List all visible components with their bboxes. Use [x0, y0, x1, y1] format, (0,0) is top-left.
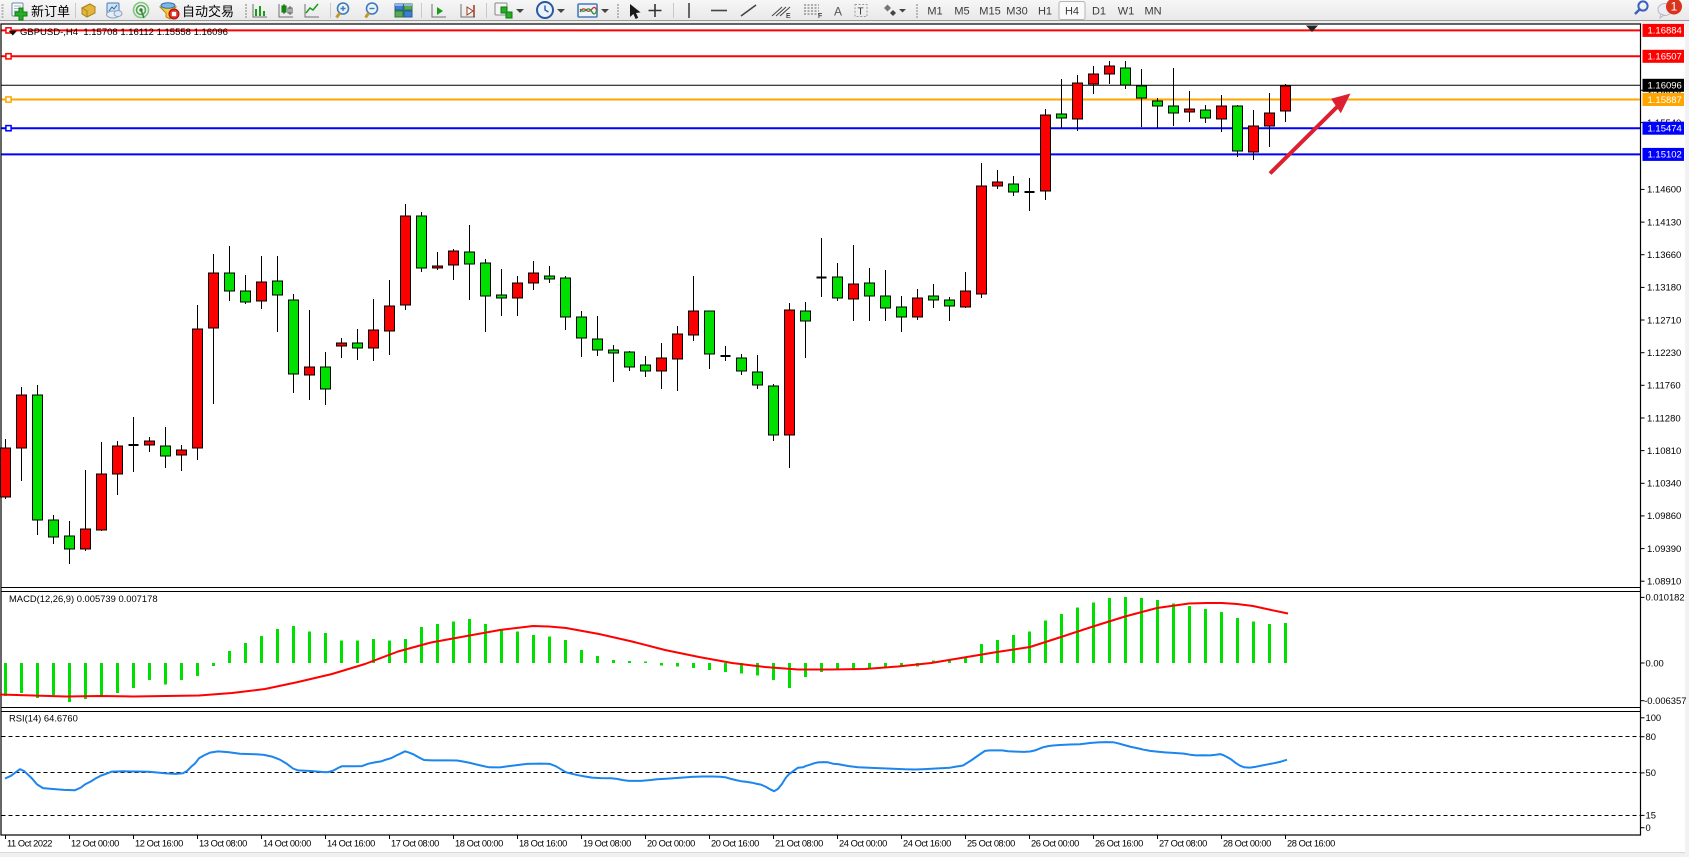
- svg-text:20 Oct 00:00: 20 Oct 00:00: [647, 839, 695, 849]
- svg-text:13 Oct 08:00: 13 Oct 08:00: [199, 839, 247, 849]
- svg-text:M30: M30: [1006, 6, 1027, 18]
- svg-text:1.15474: 1.15474: [1648, 124, 1682, 135]
- svg-text:15: 15: [1646, 810, 1656, 821]
- svg-text:1.16884: 1.16884: [1648, 26, 1682, 37]
- svg-text:1.13180: 1.13180: [1647, 283, 1681, 294]
- svg-text:12 Oct 00:00: 12 Oct 00:00: [71, 839, 119, 849]
- svg-text:1.10810: 1.10810: [1647, 446, 1681, 457]
- svg-text:1.09390: 1.09390: [1647, 544, 1681, 555]
- svg-text:-0.006357: -0.006357: [1644, 695, 1686, 706]
- svg-text:11 Oct 2022: 11 Oct 2022: [7, 839, 52, 849]
- svg-text:17 Oct 08:00: 17 Oct 08:00: [391, 839, 439, 849]
- svg-text:GBPUSD-,H4 1.15708 1.16112 1.: GBPUSD-,H4 1.15708 1.16112 1.15558 1.160…: [20, 27, 228, 38]
- svg-text:1.08910: 1.08910: [1647, 577, 1681, 588]
- svg-text:1.12230: 1.12230: [1647, 348, 1681, 359]
- svg-text:RSI(14) 64.6760: RSI(14) 64.6760: [9, 713, 78, 724]
- svg-text:20 Oct 16:00: 20 Oct 16:00: [711, 839, 759, 849]
- svg-text:21 Oct 08:00: 21 Oct 08:00: [775, 839, 823, 849]
- svg-text:1.16096: 1.16096: [1648, 81, 1682, 92]
- svg-text:1: 1: [1671, 0, 1678, 14]
- svg-text:W1: W1: [1118, 6, 1135, 18]
- svg-text:1.11760: 1.11760: [1647, 381, 1681, 392]
- svg-text:M5: M5: [954, 6, 969, 18]
- svg-text:50: 50: [1646, 767, 1656, 778]
- svg-text:14 Oct 00:00: 14 Oct 00:00: [263, 839, 311, 849]
- svg-text:25 Oct 08:00: 25 Oct 08:00: [967, 839, 1015, 849]
- svg-text:26 Oct 16:00: 26 Oct 16:00: [1095, 839, 1143, 849]
- svg-text:D1: D1: [1092, 6, 1106, 18]
- svg-text:1.12710: 1.12710: [1647, 315, 1681, 326]
- svg-text:H1: H1: [1038, 6, 1052, 18]
- svg-text:24 Oct 16:00: 24 Oct 16:00: [903, 839, 951, 849]
- svg-text:100: 100: [1646, 712, 1662, 723]
- svg-text:27 Oct 08:00: 27 Oct 08:00: [1159, 839, 1207, 849]
- svg-text:1.10340: 1.10340: [1647, 479, 1681, 490]
- svg-text:0.010182: 0.010182: [1646, 592, 1685, 603]
- svg-text:T: T: [858, 7, 864, 18]
- svg-text:28 Oct 16:00: 28 Oct 16:00: [1287, 839, 1335, 849]
- svg-text:新订单: 新订单: [31, 4, 70, 19]
- svg-text:1.14600: 1.14600: [1647, 185, 1681, 196]
- svg-text:MACD(12,26,9) 0.005739 0.00717: MACD(12,26,9) 0.005739 0.007178: [9, 593, 158, 604]
- svg-text:M15: M15: [979, 6, 1000, 18]
- svg-text:28 Oct 00:00: 28 Oct 00:00: [1223, 839, 1271, 849]
- svg-text:A: A: [834, 5, 842, 19]
- svg-text:0: 0: [1646, 822, 1651, 833]
- svg-text:26 Oct 00:00: 26 Oct 00:00: [1031, 839, 1079, 849]
- svg-text:1.16507: 1.16507: [1648, 52, 1682, 63]
- svg-text:80: 80: [1646, 731, 1656, 742]
- svg-text:E: E: [786, 13, 791, 20]
- svg-text:1.15887: 1.15887: [1648, 95, 1682, 106]
- svg-text:M1: M1: [927, 6, 942, 18]
- svg-text:12 Oct 16:00: 12 Oct 16:00: [135, 839, 183, 849]
- svg-text:14 Oct 16:00: 14 Oct 16:00: [327, 839, 375, 849]
- svg-text:18 Oct 00:00: 18 Oct 00:00: [455, 839, 503, 849]
- svg-text:F: F: [818, 13, 822, 20]
- svg-text:1.09860: 1.09860: [1647, 511, 1681, 522]
- svg-text:24 Oct 00:00: 24 Oct 00:00: [839, 839, 887, 849]
- svg-text:1.15102: 1.15102: [1648, 150, 1682, 161]
- svg-text:0.00: 0.00: [1646, 657, 1664, 668]
- svg-text:1.13660: 1.13660: [1647, 250, 1681, 261]
- svg-text:H4: H4: [1065, 6, 1079, 18]
- svg-text:1.11280: 1.11280: [1647, 413, 1681, 424]
- svg-text:MN: MN: [1144, 6, 1161, 18]
- svg-text:1.14130: 1.14130: [1647, 217, 1681, 228]
- svg-text:19 Oct 08:00: 19 Oct 08:00: [583, 839, 631, 849]
- svg-text:18 Oct 16:00: 18 Oct 16:00: [519, 839, 567, 849]
- svg-text:自动交易: 自动交易: [182, 4, 234, 19]
